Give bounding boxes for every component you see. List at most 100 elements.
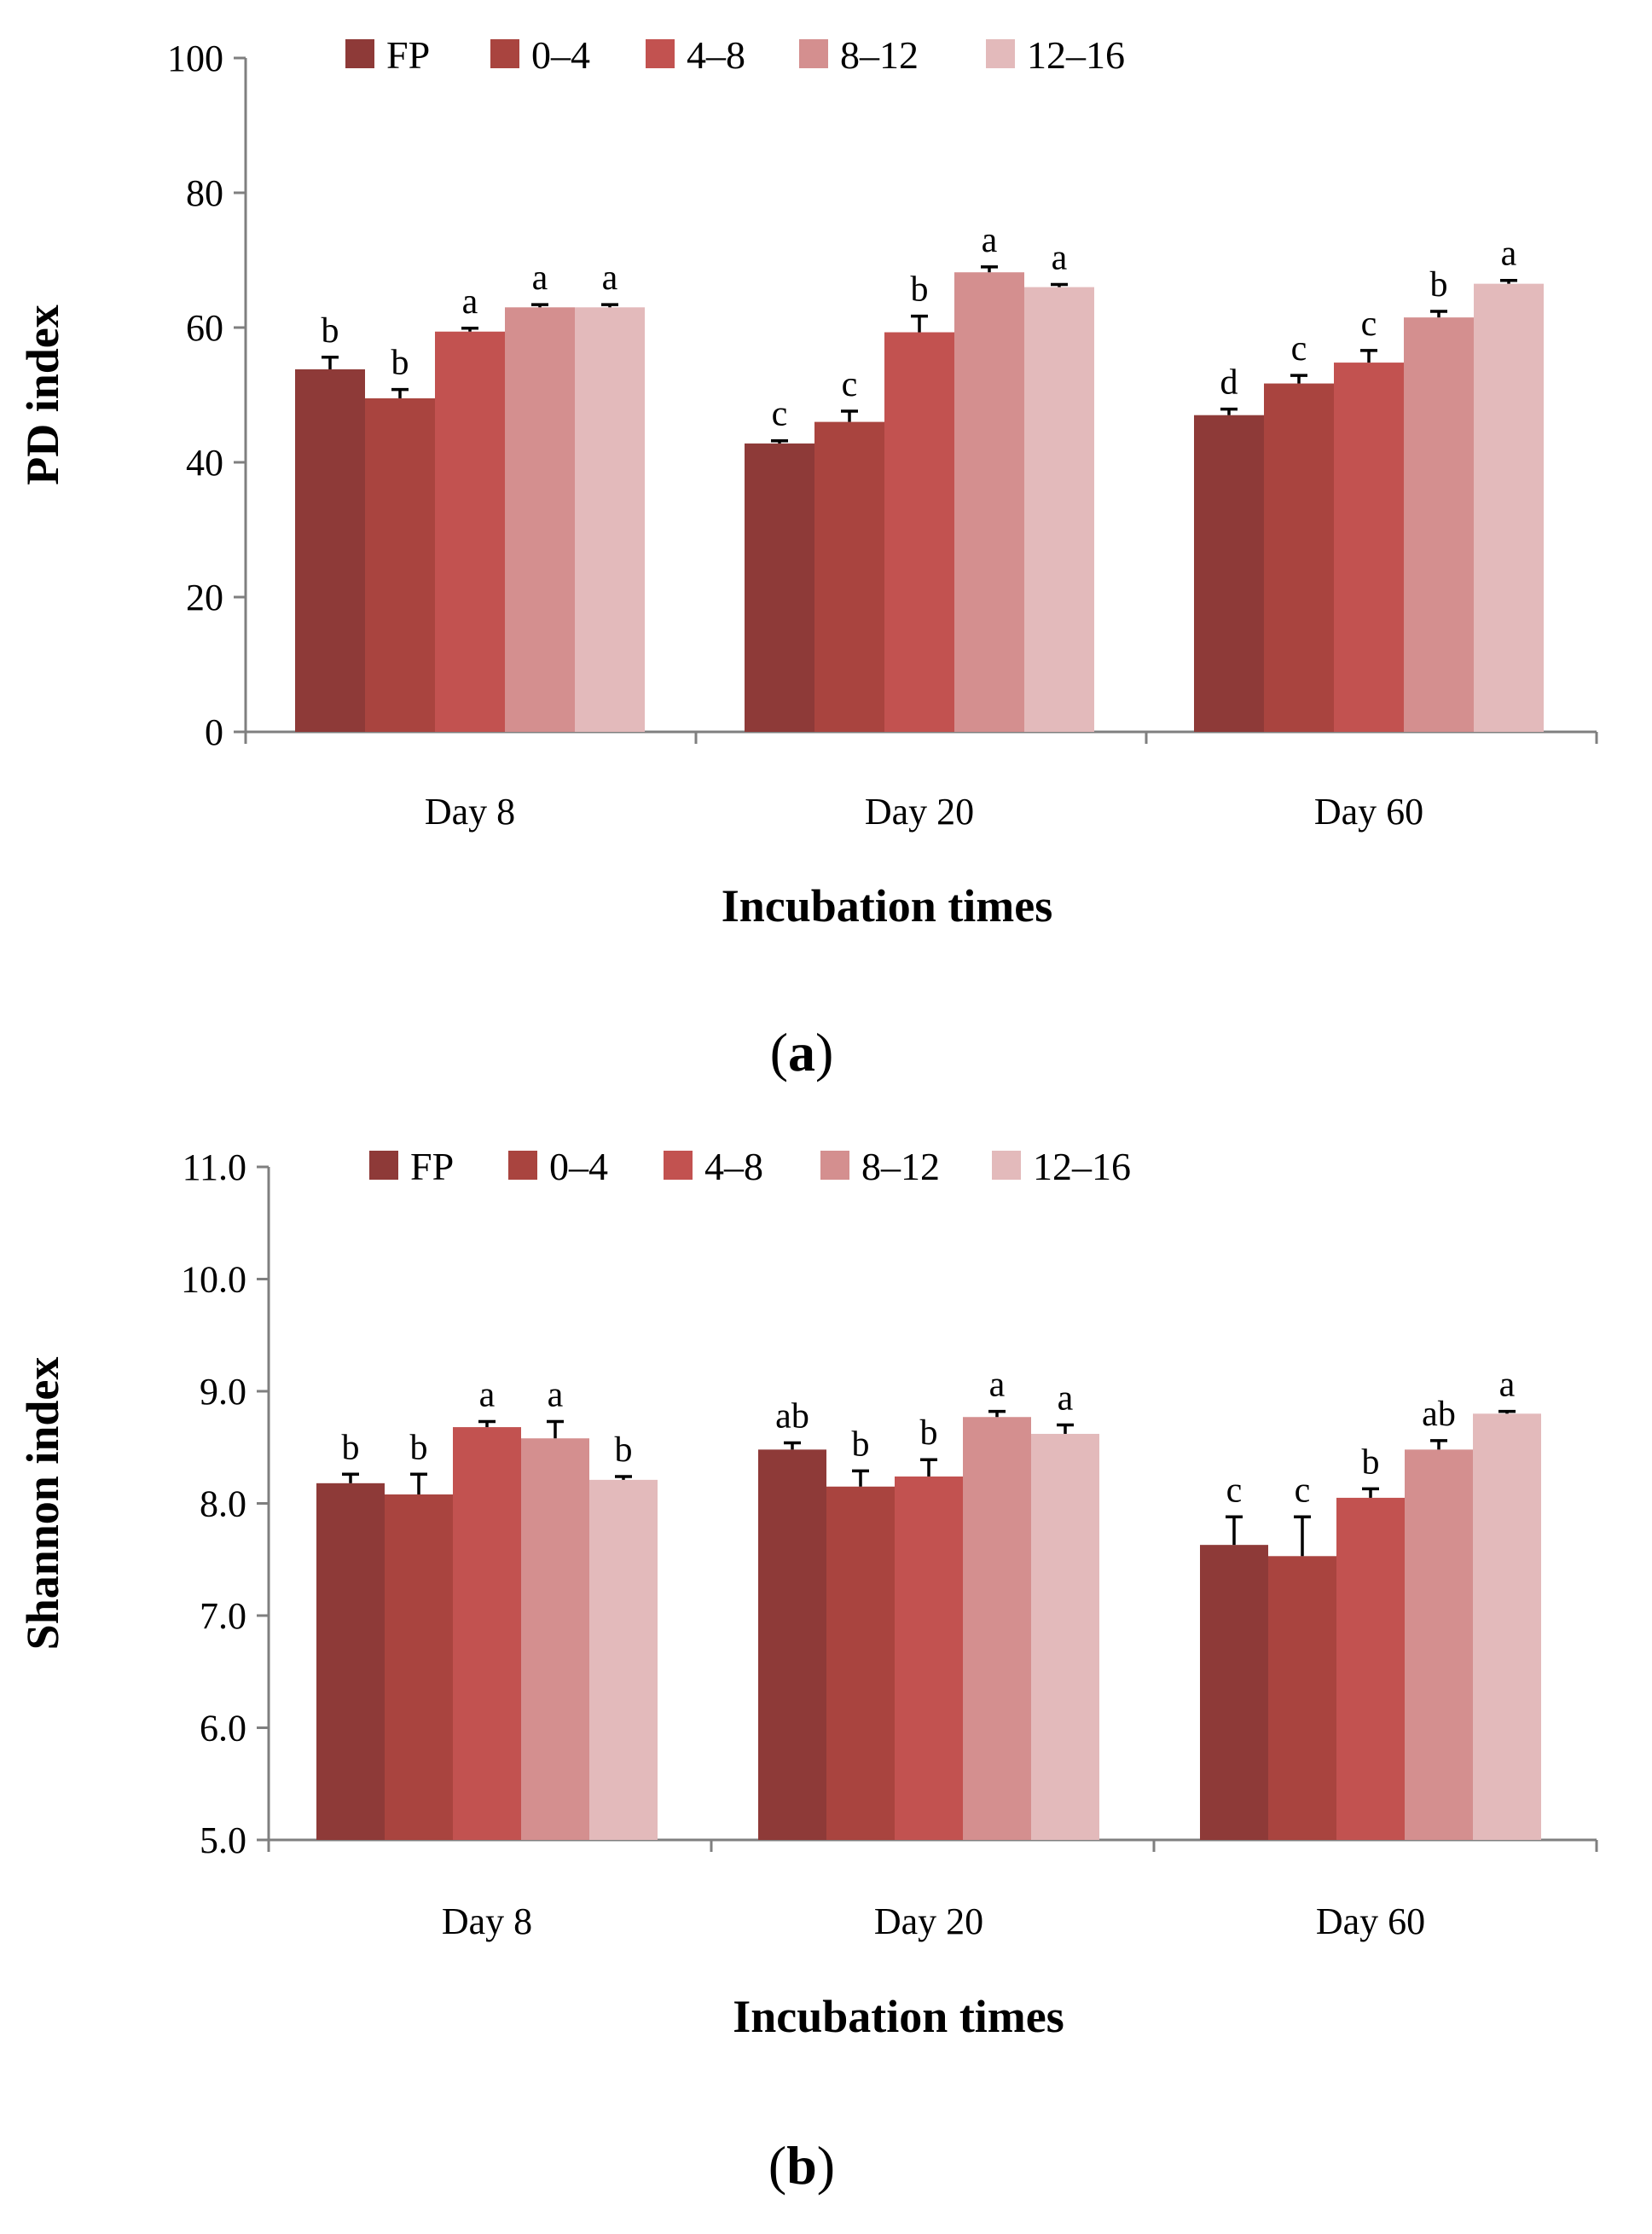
significance-letter: c [1361, 305, 1377, 344]
y-tick-label: 10.0 [181, 1259, 246, 1301]
legend-label: 8–12 [840, 33, 919, 77]
legend-swatch [799, 39, 828, 68]
legend-swatch [345, 39, 374, 68]
bar [505, 307, 575, 732]
legend-label: 4–8 [704, 1145, 763, 1188]
legend-swatch [490, 39, 519, 68]
legend-swatch [986, 39, 1015, 68]
x-axis-title: Incubation times [733, 1991, 1064, 2042]
bar [1474, 283, 1544, 732]
y-tick-label: 100 [167, 38, 223, 79]
bar [1405, 1449, 1473, 1840]
significance-letter: a [479, 1376, 496, 1415]
significance-letter: b [911, 270, 929, 310]
bar [954, 272, 1024, 733]
y-tick-label: 11.0 [183, 1146, 246, 1188]
bar [758, 1449, 826, 1840]
significance-letter: a [1052, 238, 1068, 277]
legend-label: FP [410, 1145, 454, 1188]
legend-label: 0–4 [549, 1145, 608, 1188]
significance-letter: c [1226, 1471, 1243, 1510]
significance-letter: b [615, 1430, 633, 1470]
significance-letter: a [602, 258, 618, 298]
y-tick-label: 60 [186, 307, 223, 349]
bar [826, 1486, 895, 1840]
x-axis-title: Incubation times [722, 880, 1053, 931]
significance-letter: b [410, 1428, 428, 1467]
y-tick-label: 9.0 [200, 1371, 246, 1413]
bar [316, 1483, 385, 1840]
bar [589, 1479, 658, 1840]
significance-letter: b [391, 344, 409, 383]
bar [814, 421, 884, 732]
bar [1194, 415, 1264, 732]
bar [1473, 1413, 1541, 1840]
bar [1024, 287, 1094, 733]
y-tick-label: 0 [205, 711, 223, 753]
bar [1336, 1497, 1405, 1840]
legend-label: 12–16 [1033, 1145, 1131, 1188]
significance-letter: c [842, 365, 858, 404]
y-tick-label: 20 [186, 577, 223, 618]
panel-label: (a) [770, 1022, 834, 1082]
legend-label: 4–8 [687, 33, 745, 77]
significance-letter: d [1220, 363, 1238, 403]
bar [1334, 363, 1404, 732]
x-category-label: Day 8 [442, 1900, 532, 1942]
significance-letter: a [532, 258, 548, 298]
legend-swatch [992, 1151, 1021, 1180]
x-category-label: Day 60 [1316, 1900, 1425, 1942]
significance-letter: b [342, 1428, 360, 1467]
legend-label: 12–16 [1027, 33, 1125, 77]
x-category-label: Day 20 [865, 791, 974, 833]
bar [365, 397, 435, 732]
y-axis-title: Shannon index [17, 1357, 68, 1651]
significance-letter: a [1058, 1378, 1074, 1418]
significance-letter: c [1291, 329, 1307, 368]
y-tick-label: 80 [186, 172, 223, 214]
bar [385, 1494, 453, 1840]
bar [435, 331, 505, 732]
legend-swatch [508, 1151, 537, 1180]
significance-letter: a [982, 221, 998, 260]
panel-label: (b) [768, 2135, 835, 2196]
significance-letter: c [772, 395, 788, 434]
x-category-label: Day 60 [1314, 791, 1423, 833]
significance-letter: b [1362, 1442, 1380, 1482]
bar [884, 332, 954, 732]
significance-letter: c [1295, 1471, 1311, 1510]
legend-swatch [369, 1151, 398, 1180]
legend-label: 0–4 [531, 33, 590, 77]
bar [1268, 1556, 1336, 1840]
significance-letter: b [322, 311, 339, 351]
bar [895, 1476, 963, 1840]
significance-letter: ab [1422, 1395, 1456, 1434]
bar [1404, 317, 1474, 732]
bar [963, 1417, 1031, 1840]
x-category-label: Day 20 [874, 1900, 983, 1942]
bar [1200, 1545, 1268, 1840]
y-tick-label: 8.0 [200, 1483, 246, 1525]
bar [453, 1427, 521, 1840]
significance-letter: a [989, 1366, 1006, 1405]
significance-letter: b [852, 1425, 870, 1464]
y-tick-label: 7.0 [200, 1595, 246, 1637]
bar [1031, 1433, 1099, 1840]
bar [1264, 383, 1334, 732]
legend-swatch [646, 39, 675, 68]
legend-label: 8–12 [861, 1145, 940, 1188]
bar [575, 307, 645, 732]
bar [745, 443, 814, 732]
bar [295, 368, 365, 732]
significance-letter: a [548, 1376, 564, 1415]
significance-letter: a [1499, 1366, 1516, 1405]
legend-swatch [820, 1151, 849, 1180]
significance-letter: a [1501, 235, 1517, 274]
y-tick-label: 5.0 [200, 1819, 246, 1861]
significance-letter: b [920, 1413, 938, 1453]
y-tick-label: 6.0 [200, 1708, 246, 1749]
significance-letter: b [1430, 265, 1448, 305]
significance-letter: ab [775, 1396, 809, 1436]
legend-label: FP [386, 33, 430, 77]
